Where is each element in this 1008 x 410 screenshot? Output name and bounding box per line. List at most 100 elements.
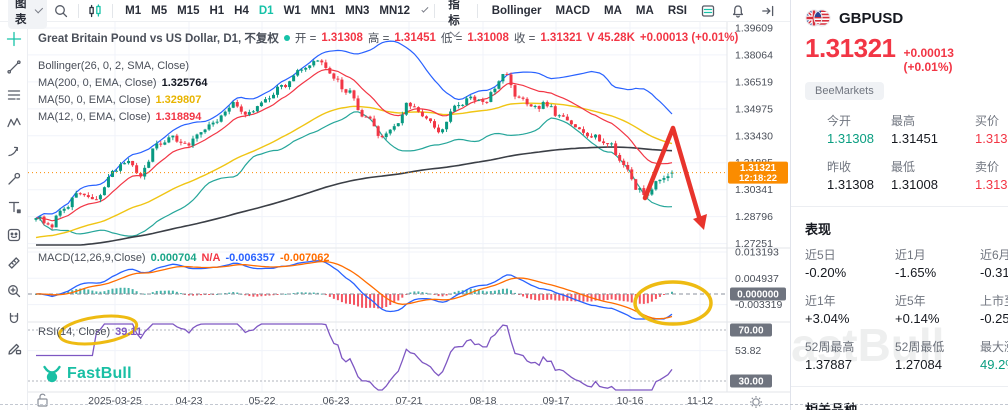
broker-badge[interactable]: BeeMarkets [805,82,884,100]
text-tool[interactable] [5,198,23,215]
macd-hist-bar [437,294,440,297]
candle [259,102,263,107]
fib-lines-tool[interactable] [5,86,23,103]
chart-svg[interactable]: 1.396091.380641.365191.349751.334301.318… [28,22,790,410]
macd-hist-bar [171,290,174,294]
brush-tool[interactable] [5,170,23,187]
divider [791,206,1008,207]
ruler-tool[interactable] [5,254,23,271]
annotation-red-arrow[interactable] [642,125,703,223]
axis-settings-gear-icon[interactable] [750,396,762,408]
macd-hist-bar [365,294,368,308]
indicators-button[interactable]: ƒ₊ 指标 [443,0,468,42]
macd-hist-bar [618,294,621,301]
annotation-yellow-ellipse-macd[interactable] [633,280,713,326]
macd-hist-bar [594,294,597,301]
candle [392,126,396,130]
quote-grid: 今开 1.31308 最高 1.31451 买价 1.313 昨收 1.31308 最低 1.31… [791,112,1008,192]
timeframe-h4[interactable]: H4 [234,4,249,17]
macd-legend[interactable]: MACD(12,26,9,Close) 0.000704 N/A -0.0063… [38,252,330,264]
emoji-tool[interactable] [5,226,23,243]
macd-hist-bar [316,292,319,294]
timeframe-m1[interactable]: M1 [125,4,142,17]
symbol-legend[interactable]: Great Britain Pound vs US Dollar, D1, 不复… [38,30,738,46]
chart-canvas-holder[interactable]: 1.396091.380641.365191.349751.334301.318… [28,22,790,410]
price-tick: 1.36519 [735,76,773,88]
related-title: 相关品种 [805,402,858,410]
ma50-legend[interactable]: MA(50, 0, EMA, Close) 1.329807 [38,94,202,106]
indicator-shortcut-macd1[interactable]: MACD [555,4,591,17]
collapse-panel-icon[interactable] [758,2,778,20]
timeframes-chevron-icon[interactable] [421,5,429,13]
pattern-tool[interactable] [5,114,23,131]
drawing-lock-tool[interactable] [5,338,23,355]
fastbull-logo: FastBull [42,364,132,384]
macd-hist-bar [558,294,561,301]
macd-hist-bar [264,294,267,296]
ma12-legend[interactable]: MA(12, 0, EMA, Close) 1.318894 [38,111,202,123]
chart-area[interactable]: 1.396091.380641.365191.349751.334301.318… [28,22,790,410]
zoom-in-tool[interactable] [5,282,23,299]
candle-style-icon[interactable] [87,2,103,20]
indicator-shortcut-ma3[interactable]: MA [635,4,654,17]
ma200-legend[interactable]: MA(200, 0, EMA, Close) 1.325764 [38,77,208,89]
candle [255,106,259,112]
axis-lock-icon[interactable] [37,393,48,407]
magnet-tool[interactable] [5,310,23,327]
rsi-legend[interactable]: RSI(14, Close) 39.11 [38,326,143,338]
symbol-title: Great Britain Pound vs US Dollar, D1, 不复… [38,33,279,45]
candle [110,170,114,177]
trend-line-tool[interactable] [5,58,23,75]
sidebar-header[interactable]: GBPUSD [791,0,1008,29]
candle [300,69,304,71]
macd-hist-bar [159,290,162,294]
candle [634,179,638,190]
macd-hist-bar [554,294,557,301]
candle [453,105,457,112]
timeframe-m15[interactable]: M15 [177,4,200,17]
candle [380,135,384,138]
candle [175,135,179,142]
timeframe-w1[interactable]: W1 [283,4,301,17]
multichart-layout-icon[interactable] [698,2,718,20]
bollinger-legend[interactable]: Bollinger(26, 0, 2, SMA, Close) [38,60,190,72]
indicator-shortcut-ma2[interactable]: MA [604,4,622,17]
candle [505,74,509,76]
candle [191,138,195,146]
annotation-yellow-ellipse-rsi[interactable] [57,312,139,349]
indicator-shortcut-bollinger0[interactable]: Bollinger [491,4,542,17]
toolbar-right-icons [698,2,790,20]
timeframe-h1[interactable]: H1 [209,4,225,17]
macd-hist-bar [562,294,565,301]
crosshair-tool[interactable] [5,30,23,47]
macd-hist-bar [344,294,347,304]
indicator-shortcut-rsi4[interactable]: RSI [667,4,687,17]
alerts-bell-icon[interactable] [728,2,748,20]
timeframe-mn12[interactable]: MN12 [379,4,411,17]
macd-hist-bar [566,294,569,301]
candle [62,208,66,211]
timeframe-m5[interactable]: M5 [151,4,168,17]
candle [509,74,513,86]
stat-item: 近1年 +3.04% [805,294,850,326]
forecast-arrow-tool[interactable] [5,142,23,159]
chart-menu-button[interactable]: 图表 [8,0,47,29]
macd-hist-bar [542,294,545,300]
candle [296,70,300,76]
candle [545,102,549,107]
macd-hist-bar [389,294,392,305]
candle [267,98,271,100]
candle [400,114,404,124]
macd-hist-bar [393,294,396,303]
search-icon[interactable] [53,2,69,20]
candle [308,65,312,68]
timeframe-d1[interactable]: D1 [258,4,274,17]
macd-hist-bar [586,294,589,302]
timeframe-mn1[interactable]: MN1 [310,4,336,17]
stat-item: 买价 1.313 [975,114,1008,146]
timeframe-mn3[interactable]: MN3 [345,4,370,17]
candle [489,92,493,102]
candle [163,142,167,145]
volume-value: V 45.28K [586,32,635,44]
candle [497,81,501,89]
